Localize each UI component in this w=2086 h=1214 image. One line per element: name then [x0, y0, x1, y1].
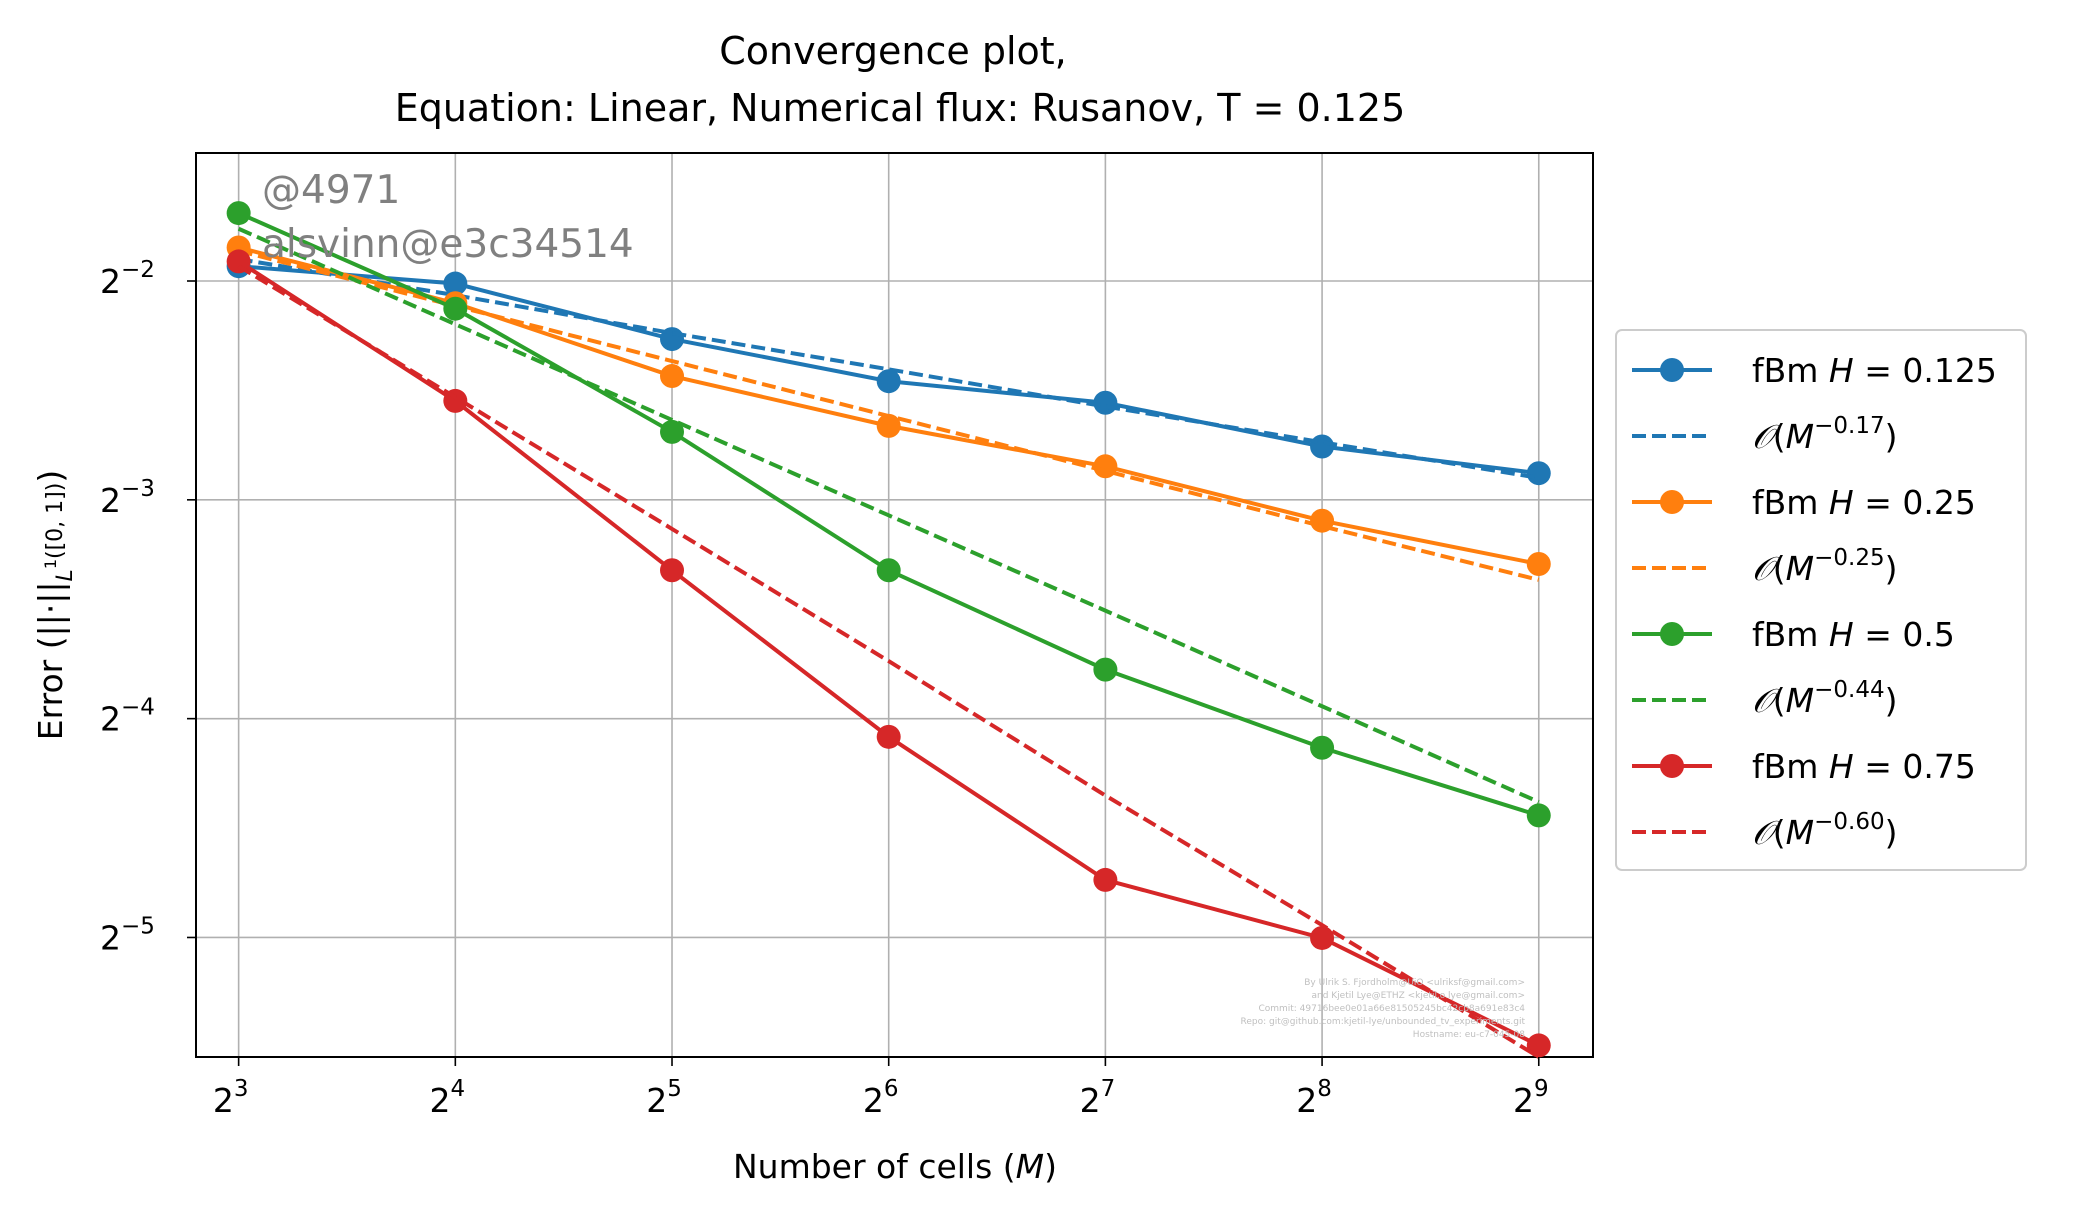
- credit-line: Commit: 49716bee0e01a66e81505245bc42cb8a…: [1258, 1004, 1525, 1014]
- plot-frame: [195, 152, 1594, 1058]
- y-tick-label: 2−2: [100, 257, 155, 301]
- legend: fBm H = 0.125 𝒪(M−0.17) fBm H = 0.25 𝒪(M−0.…: [1615, 329, 2027, 871]
- legend-label: 𝒪(M−0.17): [1752, 413, 1898, 456]
- data-point: [1310, 735, 1335, 760]
- chart-title-line1: Convergence plot,: [719, 29, 1067, 73]
- legend-item: fBm H = 0.25: [1632, 483, 1976, 522]
- data-point: [1093, 390, 1118, 415]
- data-point: [443, 296, 468, 321]
- legend-frame: [1615, 329, 2027, 871]
- data-point: [660, 419, 685, 444]
- legend-label: fBm H = 0.75: [1752, 747, 1976, 786]
- legend-item: fBm H = 0.125: [1632, 351, 1997, 390]
- series-line-dashed: [237, 226, 1540, 804]
- data-point: [876, 724, 901, 749]
- legend-label: 𝒪(M−0.44): [1752, 677, 1898, 720]
- y-axis-ticks: 2−2 2−3 2−4 2−5: [100, 257, 196, 957]
- legend-swatch-marker: [1660, 622, 1684, 646]
- data-point: [1093, 867, 1118, 892]
- data-point: [226, 201, 251, 226]
- data-point: [1310, 925, 1335, 950]
- data-point: [226, 249, 251, 274]
- x-tick-label: 24: [430, 1076, 466, 1120]
- credit-line: Repo: git@github.com:kjetil-lye/unbounde…: [1241, 1017, 1526, 1027]
- data-point: [1526, 552, 1551, 577]
- legend-label: 𝒪(M−0.25): [1752, 545, 1898, 588]
- watermark-run-id: @4971: [262, 168, 400, 213]
- y-tick-label: 2−4: [100, 695, 155, 739]
- data-point: [660, 558, 685, 583]
- chart-title-line2: Equation: Linear, Numerical flux: Rusano…: [395, 86, 1406, 130]
- legend-label: fBm H = 0.25: [1752, 483, 1976, 522]
- legend-item: 𝒪(M−0.44): [1632, 677, 1898, 720]
- series-line-dashed: [237, 264, 1540, 1059]
- series-fbm-h-0-75: [226, 249, 1551, 1058]
- x-tick-label: 27: [1080, 1076, 1116, 1120]
- data-point: [1526, 461, 1551, 486]
- data-point: [1093, 657, 1118, 682]
- data-point: [1526, 803, 1551, 828]
- legend-label: 𝒪(M−0.60): [1752, 809, 1898, 852]
- legend-label: fBm H = 0.5: [1752, 615, 1955, 654]
- x-axis-ticks: 23 24 25 26 27 28 29: [213, 1057, 1549, 1120]
- legend-swatch-marker: [1660, 754, 1684, 778]
- legend-item: fBm H = 0.5: [1632, 615, 1955, 654]
- legend-item: 𝒪(M−0.25): [1632, 545, 1898, 588]
- series-o-m-0-60-: [237, 264, 1540, 1059]
- series-fbm-h-0-5: [226, 201, 1551, 828]
- credits-block: By Ulrik S. Fjordholm@UiO <ulriksf@gmail…: [1241, 978, 1526, 1040]
- credit-line: By Ulrik S. Fjordholm@UiO <ulriksf@gmail…: [1304, 978, 1525, 988]
- data-point: [660, 364, 685, 389]
- legend-swatch-marker: [1660, 358, 1684, 382]
- x-axis-label: Number of cells (M): [733, 1147, 1057, 1186]
- data-point: [443, 271, 468, 296]
- series-o-m-0-44-: [237, 226, 1540, 804]
- data-point: [876, 413, 901, 438]
- x-tick-label: 26: [863, 1076, 899, 1120]
- data-point: [1310, 434, 1335, 459]
- legend-swatch-marker: [1660, 490, 1684, 514]
- x-tick-label: 25: [646, 1076, 682, 1120]
- x-tick-label: 28: [1296, 1076, 1332, 1120]
- watermark-commit-tag: alsvinn@e3c34514: [262, 222, 634, 267]
- x-tick-label: 23: [213, 1076, 249, 1120]
- credit-line: Hostname: eu-c7-045-08: [1413, 1030, 1525, 1040]
- credit-line: and Kjetil Lye@ETHZ <kjetil.o.lye@gmail.…: [1311, 991, 1525, 1001]
- data-point: [876, 369, 901, 394]
- series-layer: [226, 201, 1551, 1059]
- y-tick-label: 2−3: [100, 476, 155, 520]
- x-tick-label: 29: [1513, 1076, 1549, 1120]
- legend-label: fBm H = 0.125: [1752, 351, 1997, 390]
- legend-item: 𝒪(M−0.60): [1632, 809, 1898, 852]
- legend-item: fBm H = 0.75: [1632, 747, 1976, 786]
- y-tick-label: 2−5: [100, 913, 155, 957]
- data-point: [876, 558, 901, 583]
- legend-item: 𝒪(M−0.17): [1632, 413, 1898, 456]
